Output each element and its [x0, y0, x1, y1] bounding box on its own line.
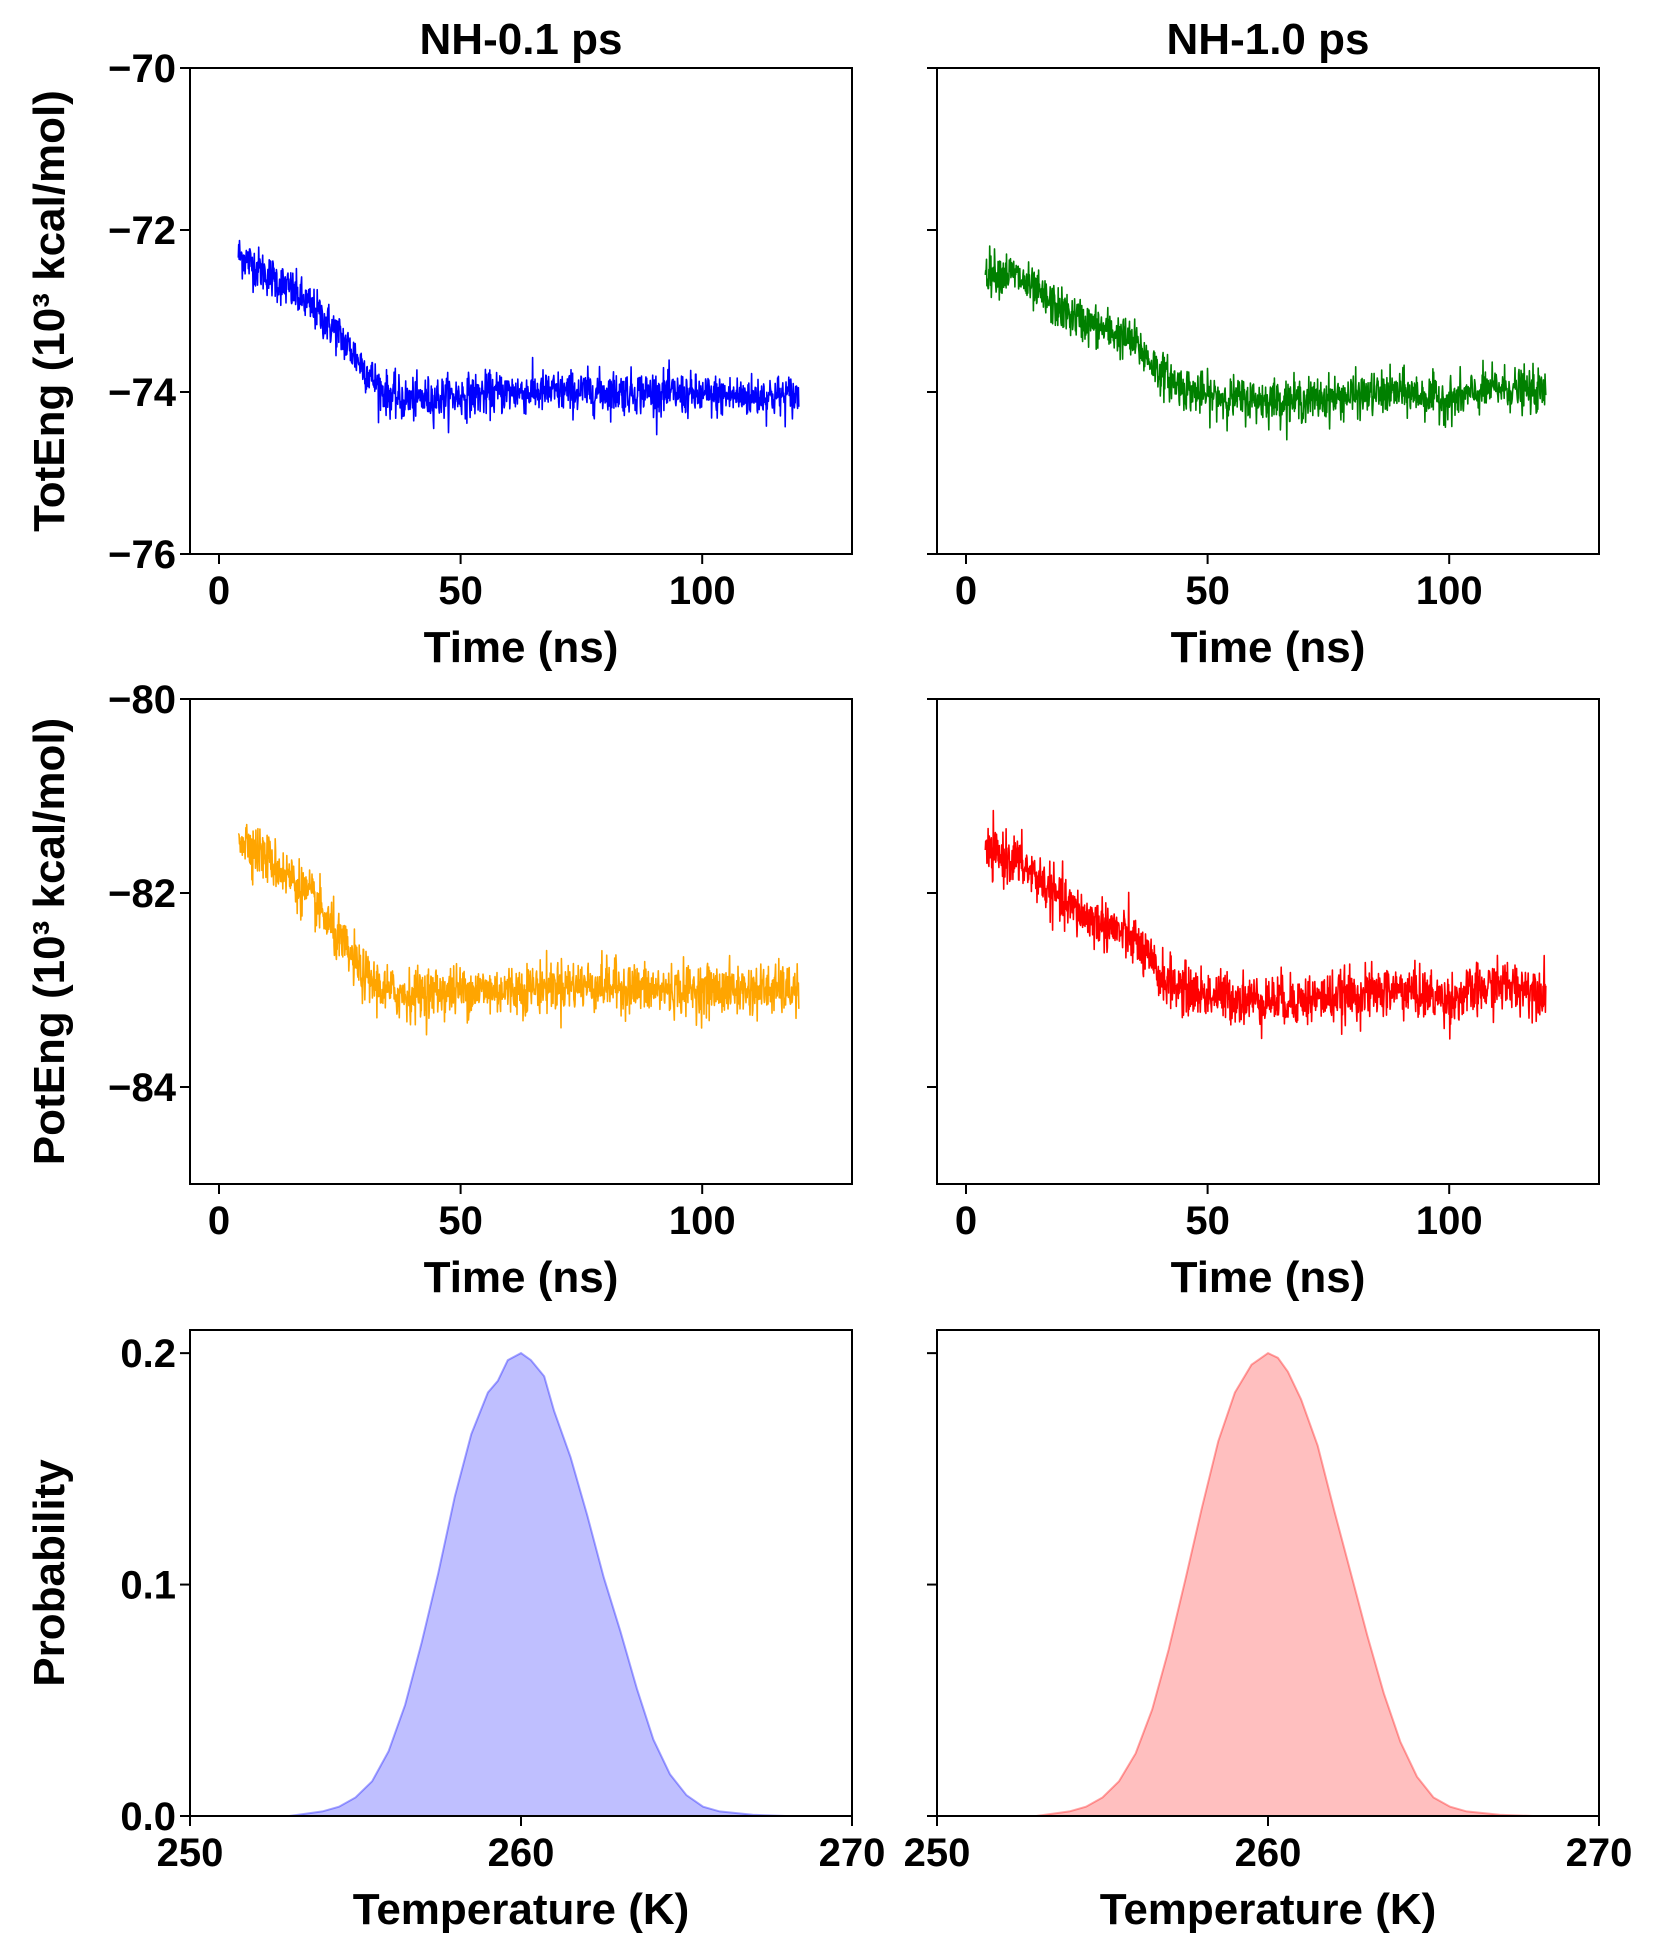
- x-tick-label: 50: [438, 569, 483, 613]
- x-tick-label: 50: [1185, 569, 1230, 613]
- y-tick-label: −76: [108, 533, 176, 577]
- y-tick-label: 0.0: [120, 1795, 176, 1839]
- series-line: [984, 245, 1547, 441]
- density-area: [1036, 1351, 1533, 1817]
- y-tick-label: 0.1: [120, 1564, 176, 1608]
- x-axis-label: Time (ns): [424, 623, 619, 672]
- x-tick-label: 270: [819, 1831, 886, 1875]
- chart-panel-1: 0 50 100 −76 −74 −72 −70 Time (ns) TotEng (10³ k…: [25, 15, 853, 672]
- axes-frame: [189, 698, 853, 1185]
- chart-title: NH-1.0 ps: [1167, 15, 1370, 64]
- x-tick-label: 0: [208, 1199, 230, 1243]
- y-tick-label: −82: [108, 872, 176, 916]
- series-line: [237, 239, 800, 436]
- chart-panel-6: 250 260 270 Temperature (K): [904, 1329, 1633, 1934]
- y-tick-label: −74: [108, 371, 177, 415]
- series-line: [237, 823, 800, 1036]
- y-axis-label: PotEng (10³ kcal/mol): [25, 718, 74, 1165]
- x-tick-label: 100: [669, 569, 736, 613]
- chart-panel-2: 0 50 100 Time (ns) NH-1.0 ps: [927, 15, 1600, 672]
- y-tick-label: −72: [108, 209, 176, 253]
- axes-frame: [189, 67, 853, 555]
- x-axis-label: Time (ns): [1171, 623, 1366, 672]
- x-tick-label: 250: [157, 1831, 224, 1875]
- y-axis-label: TotEng (10³ kcal/mol): [25, 90, 74, 532]
- x-tick-label: 100: [1416, 1199, 1483, 1243]
- y-tick-label: 0.2: [120, 1332, 176, 1376]
- x-axis-label: Temperature (K): [1100, 1885, 1437, 1934]
- x-tick-label: 50: [1185, 1199, 1230, 1243]
- x-tick-label: 260: [1235, 1831, 1302, 1875]
- y-tick-label: −70: [108, 47, 176, 91]
- x-tick-label: 250: [904, 1831, 971, 1875]
- density-area: [289, 1351, 786, 1817]
- series-line: [984, 809, 1547, 1040]
- x-tick-label: 50: [438, 1199, 483, 1243]
- x-tick-label: 0: [208, 569, 230, 613]
- x-tick-label: 100: [669, 1199, 736, 1243]
- x-axis-label: Time (ns): [1171, 1253, 1366, 1302]
- y-tick-label: −80: [108, 678, 176, 722]
- y-axis-label: Probability: [25, 1459, 74, 1687]
- x-axis-label: Temperature (K): [353, 1885, 690, 1934]
- x-tick-label: 0: [955, 1199, 977, 1243]
- x-tick-label: 100: [1416, 569, 1483, 613]
- axes-frame: [936, 67, 1600, 555]
- x-tick-label: 270: [1566, 1831, 1633, 1875]
- chart-panel-5: 250 260 270 0.0 0.1 0.2 Temperature (K) Probabi…: [25, 1329, 886, 1934]
- chart-title: NH-0.1 ps: [420, 15, 623, 64]
- y-tick-label: −84: [108, 1066, 177, 1110]
- chart-panel-3: 0 50 100 −84 −82 −80 Time (ns) PotEng (10³ kcal…: [25, 678, 853, 1302]
- chart-panel-4: 0 50 100 Time (ns): [927, 698, 1600, 1302]
- axes-frame: [936, 698, 1600, 1185]
- x-tick-label: 260: [488, 1831, 555, 1875]
- x-tick-label: 0: [955, 569, 977, 613]
- x-axis-label: Time (ns): [424, 1253, 619, 1302]
